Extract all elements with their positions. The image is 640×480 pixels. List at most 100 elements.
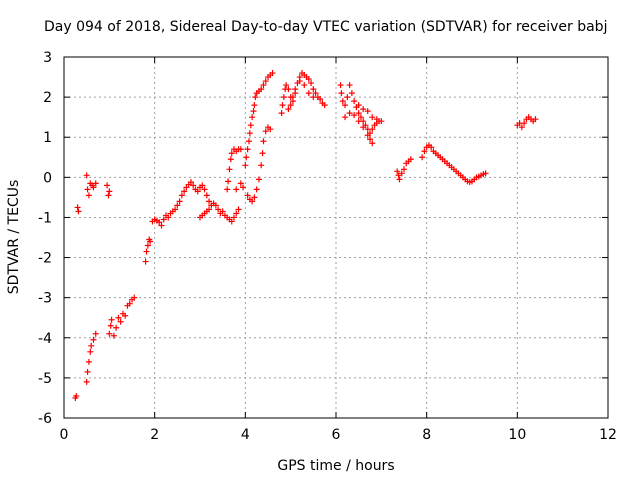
- data-point: [224, 186, 231, 193]
- data-point: [90, 184, 97, 191]
- data-point: [83, 172, 90, 179]
- data-point: [206, 206, 213, 213]
- data-point: [199, 182, 206, 189]
- data-point: [296, 78, 303, 85]
- data-point: [364, 108, 371, 115]
- data-point: [260, 138, 267, 145]
- data-point: [482, 170, 489, 177]
- data-point: [203, 192, 210, 199]
- data-point: [305, 90, 312, 97]
- x-axis-ticks: 0 2 4 6 8 10 12: [60, 57, 617, 443]
- data-point: [249, 114, 256, 121]
- data-point: [260, 82, 267, 89]
- data-point: [285, 86, 292, 93]
- data-point: [246, 130, 253, 137]
- data-point: [407, 156, 414, 163]
- data-point: [113, 324, 120, 331]
- data-point: [172, 206, 179, 213]
- data-point: [342, 114, 349, 121]
- data-point: [147, 238, 154, 245]
- data-point: [253, 186, 260, 193]
- grid-lines: [64, 57, 608, 418]
- data-point: [394, 168, 401, 175]
- data-point: [249, 198, 256, 205]
- data-point: [518, 124, 525, 131]
- data-point: [360, 106, 367, 113]
- data-point: [226, 166, 233, 173]
- data-point: [312, 90, 319, 97]
- y-tick-label: -2: [38, 251, 52, 267]
- data-point: [262, 78, 269, 85]
- data-point: [369, 114, 376, 121]
- data-point: [108, 316, 115, 323]
- data-point: [378, 118, 385, 125]
- data-point: [317, 96, 324, 103]
- data-point: [421, 148, 428, 155]
- data-point: [346, 110, 353, 117]
- data-point: [247, 122, 254, 129]
- data-point: [233, 186, 240, 193]
- data-point: [88, 342, 95, 349]
- data-point: [262, 128, 269, 135]
- data-point: [190, 182, 197, 189]
- data-point: [83, 378, 90, 385]
- data-point: [337, 82, 344, 89]
- data-point: [73, 392, 80, 399]
- data-point: [122, 312, 129, 319]
- data-point: [258, 86, 265, 93]
- y-tick-label: -1: [38, 210, 52, 226]
- data-point: [419, 154, 426, 161]
- data-point: [84, 368, 91, 375]
- data-point: [85, 358, 92, 365]
- data-point: [250, 108, 257, 115]
- y-tick-label: -4: [38, 331, 52, 347]
- x-tick-label: 4: [241, 427, 250, 443]
- data-point: [237, 146, 244, 153]
- data-point: [346, 82, 353, 89]
- data-point: [87, 348, 94, 355]
- data-point: [369, 140, 376, 147]
- data-point: [301, 82, 308, 89]
- data-point: [228, 218, 235, 225]
- x-tick-label: 10: [508, 427, 526, 443]
- data-point: [235, 206, 242, 213]
- data-point: [532, 116, 539, 123]
- data-point: [338, 90, 345, 97]
- data-point: [360, 124, 367, 131]
- data-point: [240, 184, 247, 191]
- x-tick-label: 0: [60, 427, 69, 443]
- data-point: [355, 102, 362, 109]
- data-point: [279, 102, 286, 109]
- data-point: [181, 188, 188, 195]
- data-point: [243, 154, 250, 161]
- data-point: [206, 198, 213, 205]
- data-point: [280, 94, 287, 101]
- y-tick-label: 2: [43, 90, 52, 106]
- data-point: [521, 120, 528, 127]
- data-point: [233, 210, 240, 217]
- data-points: [72, 70, 539, 401]
- data-point: [258, 162, 265, 169]
- data-point: [355, 118, 362, 125]
- data-point: [110, 332, 117, 339]
- y-tick-label: 3: [43, 50, 52, 66]
- data-point: [92, 330, 99, 337]
- data-point: [225, 178, 232, 185]
- data-point: [287, 102, 294, 109]
- data-point: [107, 322, 114, 329]
- y-axis-ticks: -6 -5 -4 -3 -2 -1 0 1 2 3: [38, 50, 608, 427]
- y-tick-label: 0: [43, 170, 52, 186]
- data-point: [255, 176, 262, 183]
- data-point: [158, 222, 165, 229]
- data-point: [144, 242, 151, 249]
- data-point: [355, 110, 362, 117]
- data-point: [252, 94, 259, 101]
- x-tick-label: 2: [150, 427, 159, 443]
- data-point: [215, 206, 222, 213]
- data-point: [305, 76, 312, 83]
- data-point: [348, 90, 355, 97]
- data-point: [310, 86, 317, 93]
- y-tick-label: -6: [38, 411, 52, 427]
- y-tick-label: -3: [38, 291, 52, 307]
